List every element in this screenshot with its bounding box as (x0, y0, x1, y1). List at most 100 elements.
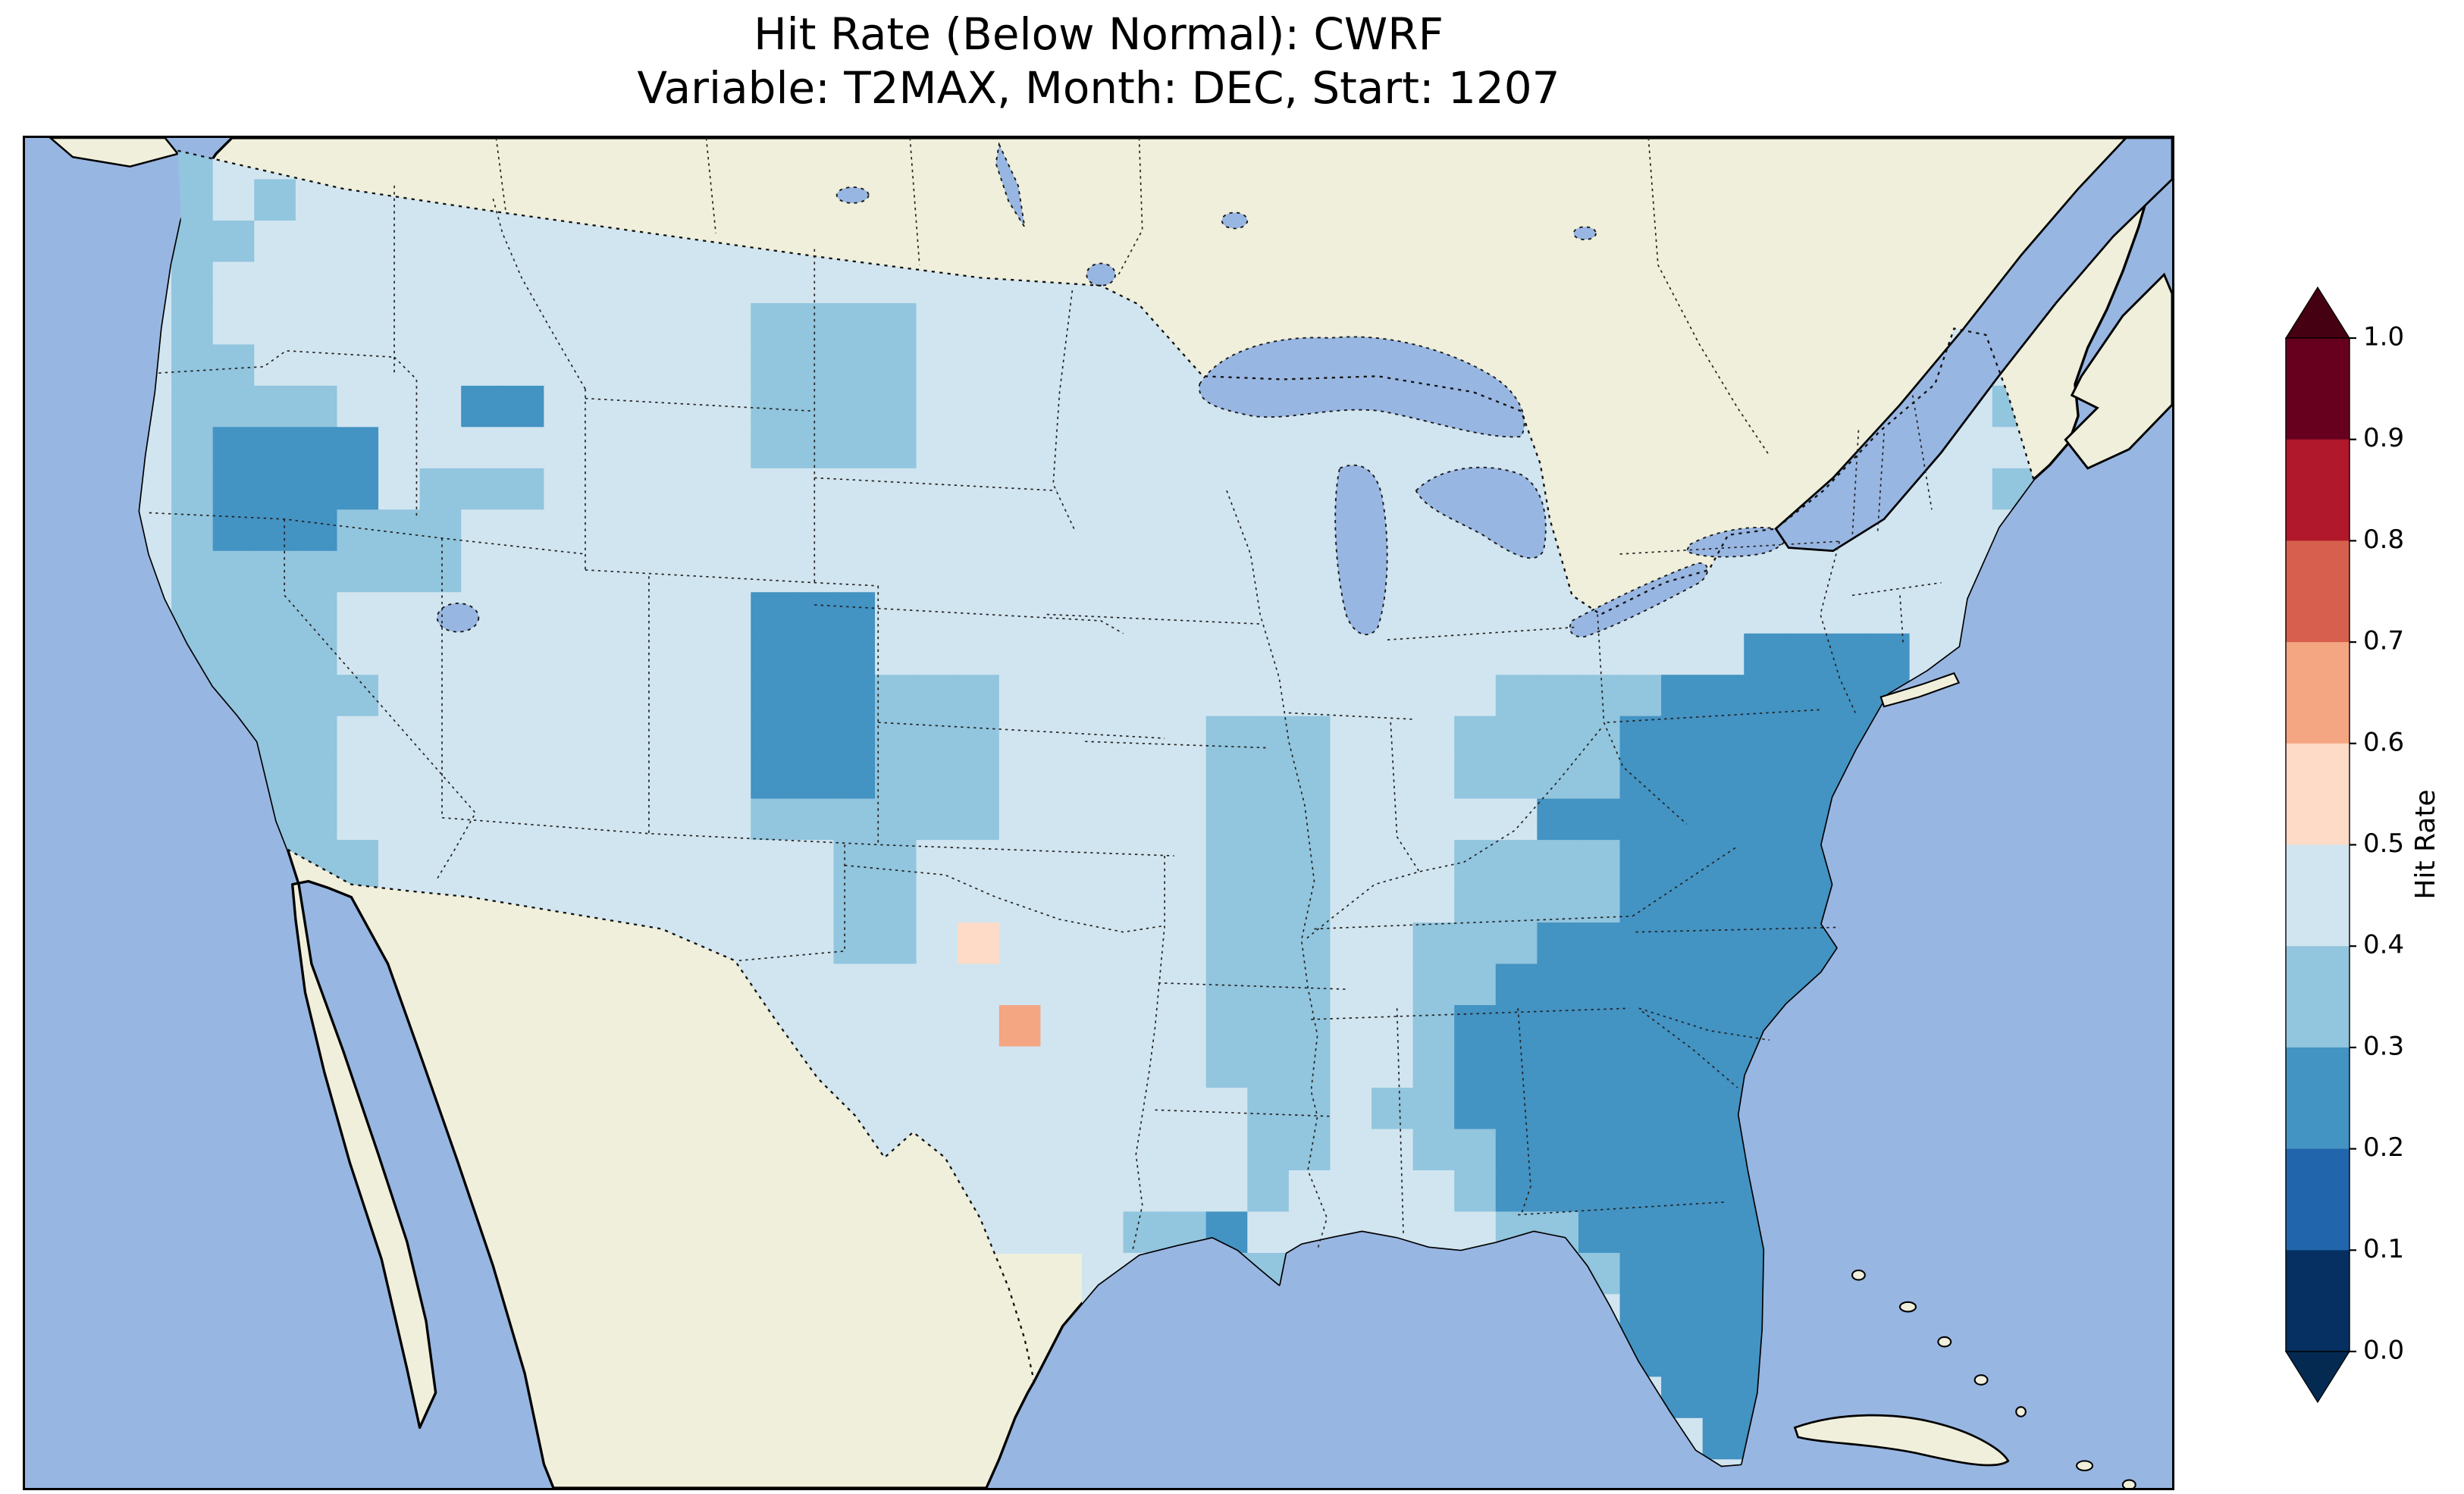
grid-cell (1702, 840, 1745, 882)
grid-cell (751, 840, 794, 882)
grid-cell (1165, 1087, 1207, 1130)
grid-cell (958, 1129, 1001, 1172)
grid-cell (958, 1005, 1001, 1048)
grid-cell (792, 757, 835, 800)
grid-cell (958, 344, 1001, 387)
grid-cell (295, 302, 338, 346)
grid-cell (337, 220, 380, 263)
grid-cell (1619, 1211, 1663, 1254)
grid-cell (668, 550, 710, 594)
grid-cell (792, 922, 835, 965)
grid-cell (419, 509, 462, 553)
grid-cell (1578, 1005, 1621, 1048)
grid-cell (1412, 840, 1456, 882)
grid-cell (378, 840, 421, 882)
grid-cell (502, 757, 545, 800)
grid-cell (958, 963, 1001, 1007)
grid-cell (212, 302, 255, 346)
grid-cell (1081, 509, 1124, 553)
grid-cell (1578, 1046, 1621, 1089)
grid-cell (1288, 675, 1331, 717)
colorbar-tick-label: 0.0 (2363, 1336, 2404, 1366)
grid-cell (1702, 1377, 1745, 1420)
grid-cell (1537, 675, 1580, 717)
grid-cell (916, 922, 959, 965)
grid-cell (295, 592, 338, 634)
grid-cell (254, 344, 297, 387)
grid-cell (998, 509, 1042, 553)
grid-cell (1205, 675, 1249, 717)
grid-cell (833, 509, 876, 553)
grid-cell (1661, 716, 1704, 759)
grid-cell (254, 385, 297, 428)
grid-cell (751, 798, 794, 841)
grid-cell (461, 385, 504, 428)
grid-cell (1619, 1087, 1663, 1130)
grid-cell (626, 592, 669, 634)
grid-cell (751, 344, 794, 387)
grid-cell (1412, 633, 1456, 676)
grid-cell (998, 1005, 1042, 1048)
grid-cell (1661, 757, 1704, 800)
colorbar-segment (2286, 439, 2350, 541)
grid-cell (958, 385, 1001, 428)
island (1973, 1374, 1989, 1386)
grid-cell (1330, 1046, 1373, 1089)
grid-cell (1868, 633, 1911, 676)
grid-cell (1165, 1129, 1207, 1172)
grid-cell (1619, 798, 1663, 841)
grid-cell (1081, 633, 1124, 676)
grid-cell (1165, 798, 1207, 841)
grid-cell (295, 798, 338, 841)
grid-cell (1785, 550, 1828, 594)
grid-cell (626, 716, 669, 759)
grid-cell (1661, 1335, 1704, 1378)
grid-cell (1744, 881, 1787, 924)
grid-cell (378, 385, 421, 428)
grid-cell (1661, 1087, 1704, 1130)
grid-cell (254, 220, 297, 263)
grid-cell (502, 427, 545, 470)
grid-cell (833, 427, 876, 470)
grid-cell (958, 1046, 1001, 1089)
grid-cell (295, 220, 338, 263)
grid-cell (833, 716, 876, 759)
grid-cell (958, 716, 1001, 759)
grid-cell (833, 550, 876, 594)
grid-cell (1702, 1129, 1745, 1172)
grid-cell (1165, 550, 1207, 594)
grid-cell (1205, 633, 1249, 676)
colorbar-tick-label: 0.3 (2363, 1031, 2404, 1061)
grid-cell (1495, 1170, 1538, 1213)
grid-cell (461, 550, 504, 594)
lake-superior (1198, 336, 1525, 438)
grid-cell (1454, 675, 1497, 717)
grid-cell (1123, 1046, 1166, 1089)
grid-cell (958, 633, 1001, 676)
grid-cell (1537, 1170, 1580, 1213)
grid-cell (668, 427, 710, 470)
grid-cell (337, 509, 380, 553)
grid-cell (916, 550, 959, 594)
grid-cell (916, 344, 959, 387)
grid-cell (1040, 385, 1083, 428)
grid-cell (1247, 427, 1290, 470)
grid-cell (1744, 963, 1787, 1007)
grid-cell (1288, 1087, 1331, 1130)
grid-cell (1454, 922, 1497, 965)
grid-cell (875, 840, 917, 882)
grid-cell (1081, 675, 1124, 717)
grid-cell (212, 385, 255, 428)
grid-cell (419, 716, 462, 759)
grid-cell (998, 716, 1042, 759)
grid-cell (792, 881, 835, 924)
grid-cell (1081, 1129, 1124, 1172)
grid-cell (916, 840, 959, 882)
grid-cell (833, 757, 876, 800)
grid-cell (1330, 633, 1373, 676)
grid-cell (1826, 633, 1870, 676)
grid-cell (1040, 302, 1083, 346)
grid-cell (1288, 840, 1331, 882)
grid-cell (1247, 1087, 1290, 1130)
grid-cell (1040, 840, 1083, 882)
